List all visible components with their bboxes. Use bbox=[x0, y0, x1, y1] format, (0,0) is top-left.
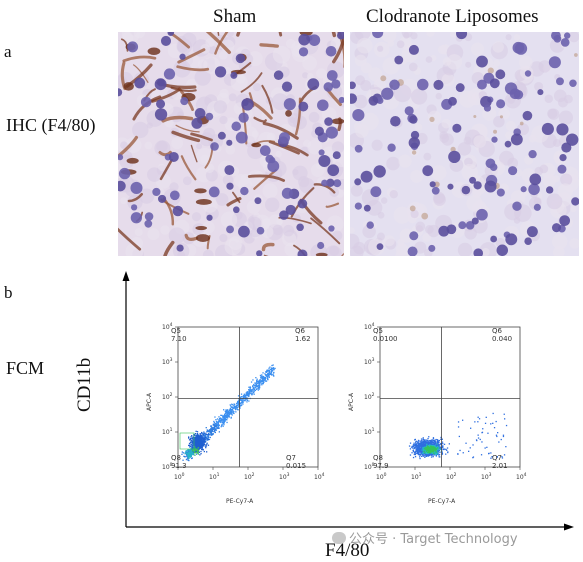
x-channel-label: PE-Cy7-A bbox=[428, 498, 456, 505]
svg-text:102: 102 bbox=[244, 472, 255, 481]
row-label-ihc: IHC (F4/80) bbox=[6, 115, 96, 135]
svg-text:103: 103 bbox=[279, 472, 290, 481]
panel-a-letter: a bbox=[4, 42, 12, 61]
svg-text:101: 101 bbox=[162, 427, 173, 436]
q5-label: Q5 0.0100 bbox=[373, 327, 398, 343]
svg-text:101: 101 bbox=[364, 427, 375, 436]
q6-label: Q6 1.62 bbox=[295, 327, 311, 343]
row-label-fcm: FCM bbox=[6, 358, 45, 378]
q7-label: Q7 2.01 bbox=[492, 454, 508, 470]
column-title-clodronate: Clodranote Liposomes bbox=[366, 6, 539, 27]
q8-label: Q8 91.3 bbox=[171, 454, 187, 470]
svg-text:104: 104 bbox=[516, 472, 527, 481]
big-x-arrow bbox=[564, 523, 574, 531]
watermark: 公众号 · Target Technology bbox=[332, 528, 518, 547]
column-title-sham: Sham bbox=[213, 6, 257, 27]
q8-label: Q8 97.9 bbox=[373, 454, 389, 470]
svg-text:103: 103 bbox=[364, 357, 375, 366]
wechat-icon bbox=[332, 532, 346, 544]
y-axis-title-cd11b: CD11b bbox=[74, 357, 95, 412]
q7-label: Q7 0.015 bbox=[286, 454, 307, 470]
svg-text:101: 101 bbox=[411, 472, 422, 481]
ihc-image-clodronate bbox=[350, 32, 579, 256]
svg-text:100: 100 bbox=[364, 462, 375, 471]
svg-text:100: 100 bbox=[162, 462, 173, 471]
svg-text:103: 103 bbox=[162, 357, 173, 366]
svg-text:102: 102 bbox=[162, 392, 173, 401]
svg-text:100: 100 bbox=[376, 472, 387, 481]
x-channel-label: PE-Cy7-A bbox=[226, 498, 254, 505]
svg-text:104: 104 bbox=[162, 322, 173, 331]
q6-label: Q6 0.040 bbox=[492, 327, 513, 343]
fcm-plot-sham: 100 100 101 101 102 102 103 103 104 104 Q5 7.10 Q6… bbox=[146, 312, 328, 512]
svg-text:103: 103 bbox=[481, 472, 492, 481]
svg-text:104: 104 bbox=[314, 472, 325, 481]
panel-b-letter: b bbox=[4, 283, 13, 302]
y-channel-label: APC-A bbox=[146, 392, 153, 411]
svg-text:102: 102 bbox=[446, 472, 457, 481]
fcm-plot-clodronate: 100 100 101 101 102 102 103 103 104 104 Q5 0.0100 … bbox=[348, 312, 530, 512]
q5-label: Q5 7.10 bbox=[171, 327, 187, 343]
x-axis-title-f480: F4/80 bbox=[325, 540, 370, 561]
svg-text:100: 100 bbox=[174, 472, 185, 481]
svg-text:104: 104 bbox=[364, 322, 375, 331]
big-y-arrow bbox=[122, 271, 130, 281]
ihc-image-sham bbox=[118, 32, 344, 256]
svg-text:101: 101 bbox=[209, 472, 220, 481]
svg-text:102: 102 bbox=[364, 392, 375, 401]
y-channel-label: APC-A bbox=[348, 392, 355, 411]
